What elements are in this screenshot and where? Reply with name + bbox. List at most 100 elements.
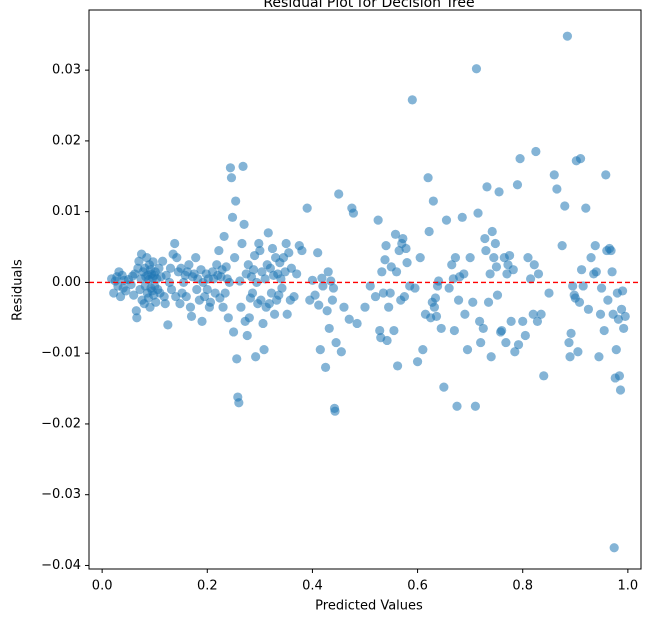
data-point — [323, 267, 333, 277]
data-point — [431, 311, 442, 321]
data-point — [475, 316, 485, 326]
data-point — [121, 286, 131, 296]
data-point — [508, 265, 518, 275]
data-point — [494, 187, 504, 197]
data-point — [594, 352, 604, 362]
y-tick-label: 0.01 — [52, 204, 81, 219]
data-point — [344, 314, 354, 324]
data-point — [578, 281, 588, 291]
data-point — [134, 256, 144, 266]
data-point — [339, 302, 349, 312]
data-point — [326, 276, 336, 286]
data-point — [159, 291, 169, 302]
data-point — [528, 309, 538, 319]
data-point — [132, 313, 142, 323]
data-point — [497, 325, 507, 336]
data-point — [512, 180, 523, 190]
data-point — [415, 253, 425, 263]
data-point — [165, 263, 176, 273]
data-point — [328, 283, 339, 293]
data-point — [436, 323, 446, 334]
data-point — [175, 299, 185, 309]
data-point — [269, 309, 280, 319]
data-point — [381, 241, 391, 251]
data-point — [244, 313, 254, 323]
data-point — [599, 325, 609, 336]
data-point — [574, 297, 585, 307]
data-point — [450, 253, 461, 263]
data-point — [586, 253, 596, 263]
x-tick-label: 0.2 — [197, 579, 218, 594]
data-point — [334, 189, 344, 199]
data-point — [457, 212, 467, 222]
data-point — [313, 248, 323, 258]
data-point — [310, 290, 320, 300]
data-point — [230, 253, 240, 263]
data-point — [377, 267, 387, 277]
data-point — [226, 173, 237, 183]
data-point — [384, 302, 394, 312]
data-point — [255, 245, 265, 256]
data-point — [307, 275, 318, 285]
data-point — [239, 219, 249, 229]
data-point — [609, 543, 619, 553]
data-point — [218, 302, 228, 312]
data-point — [549, 170, 559, 180]
data-point — [330, 406, 340, 416]
data-point — [596, 283, 607, 293]
data-point — [407, 95, 417, 105]
data-point — [154, 263, 164, 273]
data-point — [320, 362, 331, 372]
data-point — [331, 337, 341, 348]
y-tick-label: −0.04 — [41, 558, 81, 573]
data-point — [515, 153, 525, 164]
data-point — [265, 263, 275, 273]
data-point — [566, 328, 576, 338]
data-point — [302, 203, 312, 213]
data-point — [573, 347, 583, 357]
data-point — [531, 146, 541, 157]
data-point — [459, 269, 469, 279]
data-point — [565, 352, 575, 362]
data-point — [590, 241, 600, 251]
data-point — [489, 253, 499, 263]
y-tick-label: −0.03 — [41, 487, 81, 502]
data-point — [539, 371, 549, 381]
data-point — [184, 260, 194, 270]
data-point — [274, 290, 284, 300]
data-point — [277, 283, 287, 293]
data-point — [266, 288, 277, 298]
data-point — [389, 325, 399, 336]
data-point — [234, 398, 244, 408]
data-point — [264, 299, 274, 309]
data-point — [258, 318, 268, 329]
data-point — [200, 291, 210, 302]
x-tick-label: 0.0 — [92, 579, 113, 594]
data-point — [591, 267, 601, 277]
data-point — [483, 297, 494, 307]
data-point — [257, 267, 267, 277]
data-point — [476, 337, 486, 348]
data-point — [603, 295, 613, 305]
data-point — [581, 203, 591, 213]
data-point — [228, 327, 239, 337]
data-point — [449, 325, 459, 336]
data-point — [276, 274, 286, 284]
data-point — [322, 306, 332, 316]
x-axis-ticks: 0.0 0.2 0.4 0.6 0.8 1.0 — [92, 569, 638, 594]
data-point — [237, 238, 247, 249]
data-point — [552, 184, 562, 194]
data-point — [560, 201, 570, 211]
data-point — [281, 238, 291, 249]
data-point — [607, 267, 617, 277]
data-point — [606, 245, 616, 256]
data-point — [191, 253, 201, 263]
data-point — [242, 330, 252, 341]
scatter-points — [107, 31, 630, 553]
data-point — [232, 354, 242, 364]
x-tick-label: 1.0 — [618, 579, 639, 594]
data-point — [352, 318, 362, 329]
data-point — [282, 309, 292, 319]
data-point — [471, 64, 482, 74]
